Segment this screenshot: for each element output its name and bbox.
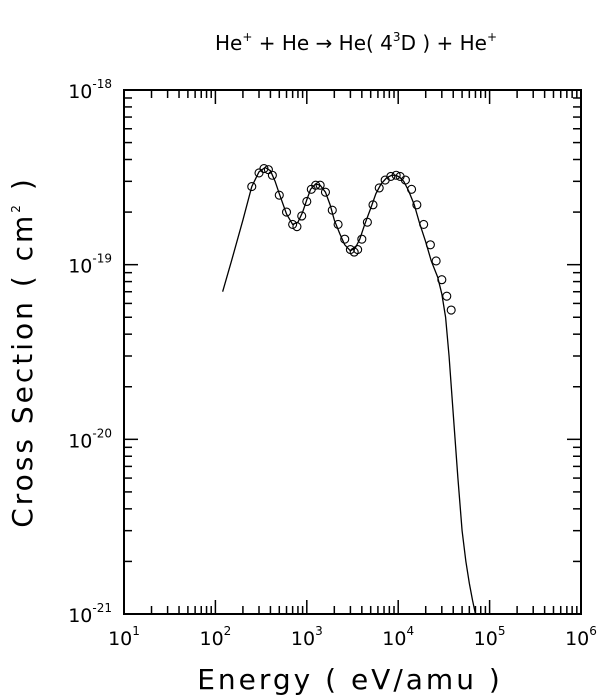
y-tick-exp: -18 xyxy=(92,77,112,91)
data-point xyxy=(391,170,401,180)
data-point xyxy=(353,245,363,255)
x-tick-exp: 1 xyxy=(132,624,140,638)
data-point xyxy=(267,170,277,180)
series-layer xyxy=(222,164,477,615)
title-part-3: D ) + He xyxy=(401,31,487,55)
x-tick-label: 103 xyxy=(291,624,323,650)
x-tick-base: 10 xyxy=(382,628,406,650)
data-point xyxy=(327,205,337,215)
y-tick-label: 10-21 xyxy=(68,601,112,627)
x-tick-base: 10 xyxy=(565,628,589,650)
data-point xyxy=(288,219,298,229)
x-tick-label: 104 xyxy=(382,624,414,650)
chart-title: He+ + He → He( 43D ) + He+ xyxy=(215,30,497,55)
y-tick-exp: -21 xyxy=(92,601,112,615)
data-point xyxy=(274,190,284,200)
data-point xyxy=(320,187,331,197)
title-sup-1: + xyxy=(242,30,252,44)
data-point xyxy=(419,219,429,229)
x-tick-exp: 6 xyxy=(589,624,597,638)
title-part-2: + He → He( 4 xyxy=(252,31,393,55)
data-point xyxy=(437,275,447,285)
data-point xyxy=(386,171,396,181)
title-part-1: He xyxy=(215,31,242,55)
y-label-end: ) xyxy=(6,176,39,202)
data-point xyxy=(425,240,435,250)
data-point xyxy=(292,222,302,232)
y-axis-label: Cross Section ( cm2 ) xyxy=(6,176,39,528)
data-point xyxy=(302,196,312,207)
plot-frame xyxy=(123,89,582,615)
data-point xyxy=(446,305,456,315)
y-tick-base: 10 xyxy=(68,81,92,103)
y-tick-exp: -20 xyxy=(92,426,112,440)
x-tick-base: 10 xyxy=(291,628,315,650)
data-point xyxy=(259,164,269,174)
x-tick-label: 105 xyxy=(474,624,506,650)
title-sup-2: 3 xyxy=(393,30,401,44)
data-point xyxy=(412,200,422,210)
data-point xyxy=(362,217,372,227)
data-point xyxy=(311,180,321,190)
y-tick-exp: -19 xyxy=(92,252,112,266)
data-point xyxy=(281,207,292,217)
y-tick-label: 10-20 xyxy=(68,426,112,452)
x-tick-label: 106 xyxy=(565,624,597,650)
y-label-main: Cross Section ( cm xyxy=(6,213,39,528)
data-point xyxy=(442,291,452,301)
data-point xyxy=(297,211,307,221)
x-tick-exp: 2 xyxy=(224,624,232,638)
data-point xyxy=(374,183,384,193)
y-tick-label: 10-19 xyxy=(68,252,112,278)
x-tick-exp: 5 xyxy=(498,624,506,638)
y-tick-base: 10 xyxy=(68,605,92,627)
x-axis-label: Energy ( eV/amu ) xyxy=(197,663,503,696)
data-point xyxy=(357,234,367,244)
x-tick-exp: 3 xyxy=(315,624,323,638)
y-tick-base: 10 xyxy=(68,430,92,452)
x-tick-exp: 4 xyxy=(406,624,414,638)
y-label-sup: 2 xyxy=(9,202,23,213)
y-tick-label: 10-18 xyxy=(68,77,112,103)
x-tick-base: 10 xyxy=(108,628,132,650)
x-tick-label: 102 xyxy=(199,624,231,650)
data-point xyxy=(400,175,410,185)
x-tick-base: 10 xyxy=(474,628,498,650)
data-point xyxy=(315,180,325,190)
axis-ticks xyxy=(123,90,581,615)
data-point xyxy=(340,234,350,244)
y-tick-base: 10 xyxy=(68,256,92,278)
data-point xyxy=(407,184,417,194)
title-sup-3: + xyxy=(487,30,497,44)
data-point xyxy=(368,200,378,210)
x-tick-label: 101 xyxy=(108,624,140,650)
x-tick-base: 10 xyxy=(199,628,223,650)
data-point xyxy=(431,256,441,266)
data-point xyxy=(247,182,257,192)
data-point xyxy=(333,219,343,229)
fit-curve-line xyxy=(222,166,477,615)
